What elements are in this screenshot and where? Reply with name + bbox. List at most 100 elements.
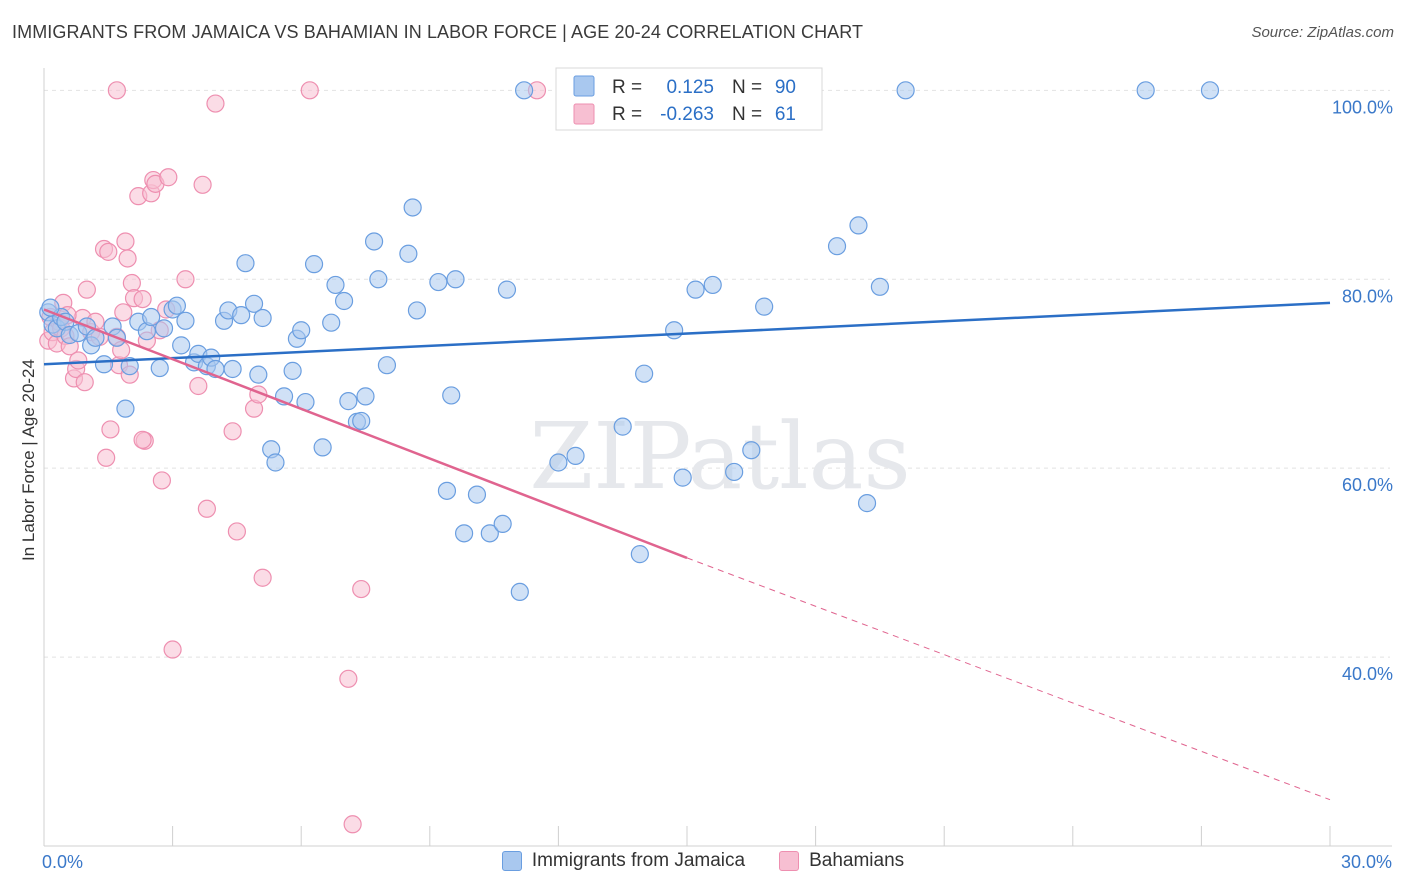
data-point [510,582,529,602]
y-tick-label: 40.0% [1342,664,1393,684]
data-point [75,373,94,392]
data-point [334,291,354,311]
x-tick-label-max: 30.0% [1341,852,1392,872]
jamaica-points [39,81,1220,602]
data-point [849,216,868,235]
data-point [283,361,302,380]
data-point [686,280,705,299]
data-point [515,81,534,100]
trend-line-bahamians [43,308,688,560]
data-point [356,387,375,406]
trend-line-bahamians-extrapolated [686,557,1331,801]
data-point [101,420,120,439]
y-axis-label: In Labor Force | Age 20-24 [19,359,38,561]
data-point [197,499,216,518]
data-point [480,524,499,543]
data-point [41,298,60,317]
data-point [613,417,632,436]
data-point [189,376,208,396]
data-point [493,514,512,533]
data-point [116,399,135,418]
data-point [232,306,251,325]
trend-lines [43,301,1331,801]
data-point [227,522,246,541]
watermark: ZIPatlas [529,403,910,510]
data-point [142,307,161,327]
trend-line-jamaica [43,301,1331,366]
chart-title: IMMIGRANTS FROM JAMAICA VS BAHAMIAN IN L… [12,22,864,42]
data-point [549,453,568,472]
data-point [352,579,371,599]
data-point [172,336,191,355]
data-point [300,81,319,100]
series-legend: Immigrants from Jamaica Bahamians [0,850,1406,872]
data-point [99,242,118,261]
y-tick-label: 100.0% [1332,97,1393,117]
data-point [253,308,272,328]
data-point [176,270,195,289]
data-point [339,392,358,411]
data-point [429,272,448,292]
data-point [703,275,722,295]
data-point [437,481,457,500]
data-point [236,254,255,273]
data-point [377,356,397,375]
legend-r-value-2: -0.263 [660,104,714,125]
data-point [454,524,474,543]
legend-n-label-2: N = [732,104,762,125]
data-point [407,301,427,320]
data-point [364,232,384,251]
legend-item-jamaica[interactable]: Immigrants from Jamaica [501,850,745,872]
legend-label-bahamians: Bahamians [809,850,905,871]
legend-n-value-2: 61 [775,104,796,125]
data-point [343,815,362,834]
data-point [352,411,371,431]
data-point [742,441,761,460]
legend-r-value-1: 0.125 [666,77,714,98]
data-point [118,249,137,268]
stats-legend: R = 0.125 N = 90 R = -0.263 N = 61 [555,67,823,131]
data-point [403,198,422,217]
x-tick-label-min: 0.0% [42,852,83,872]
data-point [1200,81,1220,100]
data-point [154,319,174,338]
data-point [442,386,461,405]
legend-swatch-jamaica [573,75,595,97]
source-label: Source: ZipAtlas.com [1251,24,1394,41]
legend-n-value-1: 90 [775,77,796,98]
y-tick-label: 80.0% [1342,286,1393,306]
data-point [133,289,152,309]
data-point [857,494,877,513]
data-point [77,280,96,299]
data-point [122,273,141,293]
data-point [223,422,242,441]
data-point [133,430,152,449]
gridlines: 40.0% 60.0% 80.0% 100.0% [44,89,1393,684]
data-point [673,468,692,487]
data-point [630,545,649,564]
data-point [313,438,332,457]
data-point [176,311,195,330]
data-point [206,94,225,113]
data-point [114,303,133,322]
data-point [69,351,88,370]
legend-item-bahamians[interactable]: Bahamians [779,850,904,872]
data-point [369,270,388,289]
legend-swatch-jamaica-bottom [501,851,522,871]
data-point [304,255,324,274]
data-point [322,313,341,332]
legend-n-label-1: N = [732,77,762,98]
data-point [635,364,654,383]
axes [43,68,1392,847]
legend-r-label-2: R = [612,104,642,125]
bahamians-points [39,81,547,834]
y-tick-label: 60.0% [1342,475,1393,495]
data-point [152,471,171,490]
data-point [163,640,182,659]
data-point [446,270,465,289]
data-point [339,669,358,688]
data-point [566,446,585,465]
data-point [97,448,116,467]
data-point [1136,81,1155,100]
